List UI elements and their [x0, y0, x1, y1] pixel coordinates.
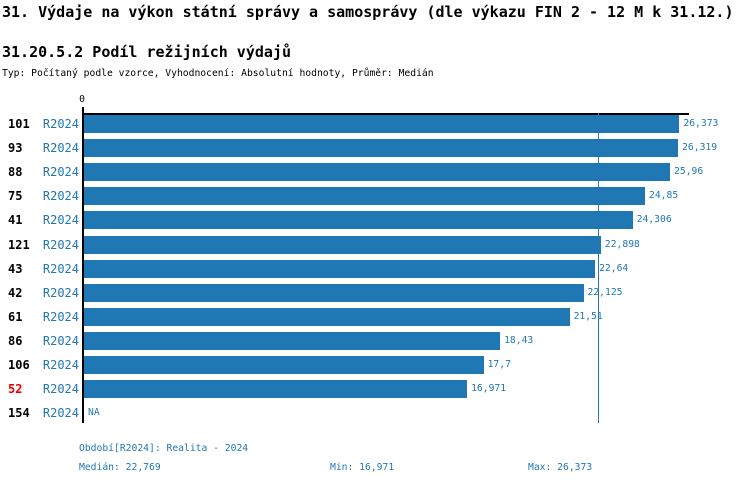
y-axis-line: [82, 107, 84, 423]
row-category-label: 154: [8, 406, 30, 420]
row-category-label: 101: [8, 117, 30, 131]
row-period-label: R2024: [42, 189, 79, 203]
row-category-label: 106: [8, 358, 30, 372]
chart-row: 41 R2024 24,306: [0, 211, 750, 229]
row-category-label: 61: [8, 310, 23, 324]
row-value-label: 22,898: [604, 239, 640, 250]
chart-row: 106 R2024 17,7: [0, 356, 750, 374]
row-period-label: R2024: [42, 310, 79, 324]
row-value-label: 25,96: [674, 166, 704, 177]
row-category-label: 42: [8, 286, 23, 300]
bar: [84, 260, 596, 278]
footer-median: Medián: 22,769: [79, 462, 161, 473]
axis-zero-label: 0: [79, 94, 85, 105]
median-line: [598, 113, 599, 423]
row-category-label: 41: [8, 213, 23, 227]
x-axis-line: [82, 113, 689, 115]
row-period-label: R2024: [42, 262, 79, 276]
row-category-label: 121: [8, 238, 30, 252]
row-category-label: 43: [8, 262, 23, 276]
row-category-label: 86: [8, 334, 23, 348]
bar: [84, 308, 570, 326]
bar: [84, 284, 584, 302]
row-category-label: 88: [8, 165, 23, 179]
bar: [84, 332, 501, 350]
indicator-title: 31.20.5.2 Podíl režijních výdajů: [2, 43, 291, 61]
row-value-label: 22,125: [587, 287, 623, 298]
indicator-meta: Typ: Počítaný podle vzorce, Vyhodnocení:…: [2, 68, 434, 79]
row-value-label: 22,64: [599, 263, 629, 274]
chart-row: 121 R2024 22,898: [0, 236, 750, 254]
row-value-label: 24,85: [649, 190, 679, 201]
chart-row: 52 R2024 16,971: [0, 380, 750, 398]
row-period-label: R2024: [42, 117, 79, 131]
row-value-label: NA: [88, 407, 100, 418]
row-value-label: 26,319: [682, 142, 718, 153]
chart-row: 154 R2024 NA: [0, 404, 750, 422]
chart-row: 88 R2024 25,96: [0, 163, 750, 181]
footer-min: Min: 16,971: [330, 462, 395, 473]
chart-row: 42 R2024 22,125: [0, 284, 750, 302]
row-period-label: R2024: [42, 238, 79, 252]
row-period-label: R2024: [42, 286, 79, 300]
chart-row: 86 R2024 18,43: [0, 332, 750, 350]
footer-period: Období[R2024]: Realita - 2024: [79, 443, 249, 454]
bar: [84, 356, 484, 374]
row-category-label: 52: [8, 382, 23, 396]
bar: [84, 187, 645, 205]
row-value-label: 21,51: [573, 311, 603, 322]
chart-row: 43 R2024 22,64: [0, 260, 750, 278]
bar: [84, 163, 670, 181]
chart-row: 75 R2024 24,85: [0, 187, 750, 205]
bar: [84, 380, 468, 398]
row-value-label: 17,7: [487, 359, 511, 370]
row-period-label: R2024: [42, 165, 79, 179]
row-period-label: R2024: [42, 141, 79, 155]
row-period-label: R2024: [42, 358, 79, 372]
row-value-label: 16,971: [471, 383, 507, 394]
row-period-label: R2024: [42, 382, 79, 396]
footer-max: Max: 26,373: [528, 462, 593, 473]
chart-row: 93 R2024 26,319: [0, 139, 750, 157]
row-period-label: R2024: [42, 334, 79, 348]
row-category-label: 75: [8, 189, 23, 203]
row-period-label: R2024: [42, 213, 79, 227]
bar: [84, 211, 633, 229]
row-value-label: 24,306: [636, 214, 672, 225]
row-period-label: R2024: [42, 406, 79, 420]
row-value-label: 18,43: [504, 335, 534, 346]
row-value-label: 26,373: [683, 118, 719, 129]
chart-row: 101 R2024 26,373: [0, 115, 750, 133]
chart-row: 61 R2024 21,51: [0, 308, 750, 326]
bar: [84, 115, 680, 133]
row-category-label: 93: [8, 141, 23, 155]
bar: [84, 236, 601, 254]
bar: [84, 139, 679, 157]
report-title: 31. Výdaje na výkon státní správy a samo…: [2, 3, 734, 21]
